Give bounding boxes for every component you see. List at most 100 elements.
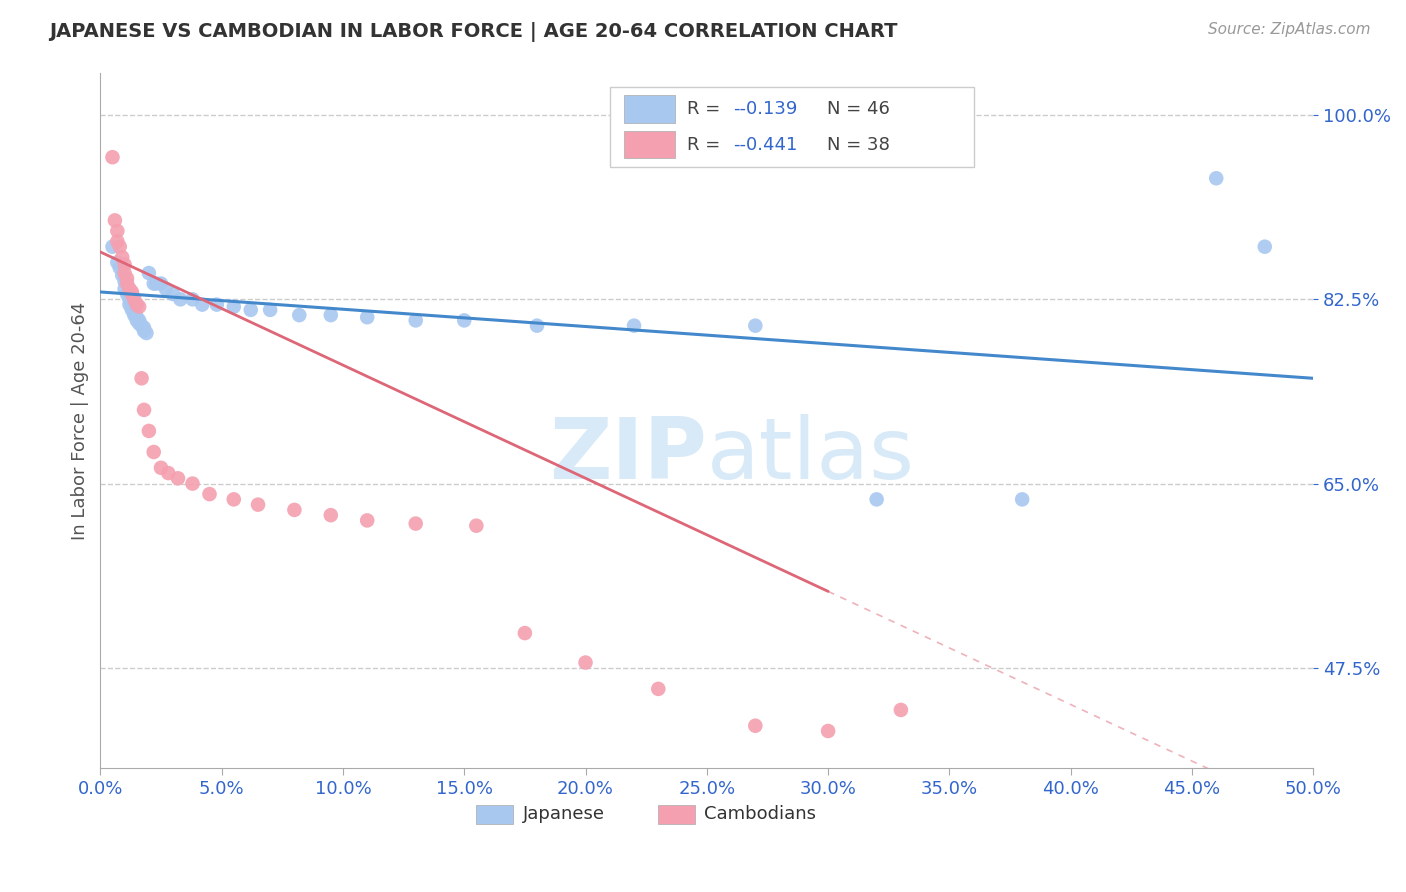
Point <box>205 297 228 311</box>
Point <box>108 240 131 254</box>
Point <box>131 318 153 333</box>
Text: JAPANESE VS CAMBODIAN IN LABOR FORCE | AGE 20-64 CORRELATION CHART: JAPANESE VS CAMBODIAN IN LABOR FORCE | A… <box>49 22 897 42</box>
Text: N = 38: N = 38 <box>827 136 890 153</box>
Text: --0.139: --0.139 <box>734 100 797 118</box>
Point <box>121 300 143 314</box>
Point <box>121 285 143 299</box>
Point <box>1011 492 1033 507</box>
Point <box>744 318 766 333</box>
Point <box>150 277 173 291</box>
Point <box>101 240 124 254</box>
Point <box>135 326 157 340</box>
FancyBboxPatch shape <box>624 95 675 123</box>
Point <box>167 471 190 485</box>
Point <box>150 460 173 475</box>
Point <box>405 313 427 327</box>
Point <box>132 324 155 338</box>
Point <box>115 271 138 285</box>
Point <box>157 466 180 480</box>
Point <box>356 310 378 325</box>
Point <box>124 308 146 322</box>
Point <box>181 293 204 307</box>
Point <box>513 626 536 640</box>
Point <box>125 313 148 327</box>
FancyBboxPatch shape <box>624 130 675 159</box>
Point <box>288 308 311 322</box>
Point <box>191 297 214 311</box>
Point <box>198 487 221 501</box>
Point <box>222 492 245 507</box>
Point <box>111 250 134 264</box>
Point <box>574 656 596 670</box>
Text: Japanese: Japanese <box>523 805 605 823</box>
Point <box>132 320 155 334</box>
Point <box>239 302 262 317</box>
Point <box>131 371 153 385</box>
Point <box>128 317 150 331</box>
Point <box>105 235 128 249</box>
Point <box>283 503 305 517</box>
Point <box>319 508 342 523</box>
Point <box>865 492 887 507</box>
Point <box>104 213 127 227</box>
Point <box>128 300 150 314</box>
Point <box>114 266 136 280</box>
Point <box>259 302 281 317</box>
Point <box>138 424 160 438</box>
Point <box>169 293 191 307</box>
Point <box>453 313 475 327</box>
Point <box>222 300 245 314</box>
FancyBboxPatch shape <box>477 805 513 824</box>
Point <box>125 310 148 325</box>
Point <box>1254 240 1277 254</box>
Point <box>115 287 138 301</box>
Point <box>817 724 839 739</box>
Point <box>118 282 141 296</box>
Point <box>118 293 141 307</box>
Point <box>319 308 342 322</box>
Point <box>890 703 912 717</box>
Point <box>247 498 270 512</box>
Text: --0.441: --0.441 <box>734 136 797 153</box>
Point <box>124 293 146 307</box>
Text: R =: R = <box>688 100 727 118</box>
Point <box>1205 171 1227 186</box>
Point <box>121 302 143 317</box>
Point <box>155 282 177 296</box>
Point <box>108 260 131 275</box>
FancyBboxPatch shape <box>658 805 695 824</box>
Point <box>647 681 669 696</box>
Point <box>114 282 136 296</box>
Point <box>405 516 427 531</box>
Text: Cambodians: Cambodians <box>704 805 817 823</box>
Point <box>114 258 136 272</box>
Point <box>356 513 378 527</box>
Point <box>145 277 167 291</box>
Point <box>465 518 488 533</box>
Point <box>623 318 645 333</box>
Point <box>138 266 160 280</box>
Point <box>115 277 138 291</box>
Text: ZIP: ZIP <box>550 414 707 497</box>
Point <box>162 287 184 301</box>
Point <box>105 224 128 238</box>
Point <box>114 275 136 289</box>
Point <box>526 318 548 333</box>
Point <box>105 255 128 269</box>
Point <box>132 403 155 417</box>
Point <box>142 445 165 459</box>
Y-axis label: In Labor Force | Age 20-64: In Labor Force | Age 20-64 <box>72 301 89 540</box>
FancyBboxPatch shape <box>610 87 974 167</box>
Point <box>101 150 124 164</box>
Point <box>125 297 148 311</box>
Point <box>124 306 146 320</box>
Point <box>744 719 766 733</box>
Point <box>128 313 150 327</box>
Point <box>181 476 204 491</box>
Text: Source: ZipAtlas.com: Source: ZipAtlas.com <box>1208 22 1371 37</box>
Point <box>111 268 134 282</box>
Point <box>142 277 165 291</box>
Text: atlas: atlas <box>707 414 915 497</box>
Text: R =: R = <box>688 136 727 153</box>
Text: N = 46: N = 46 <box>827 100 890 118</box>
